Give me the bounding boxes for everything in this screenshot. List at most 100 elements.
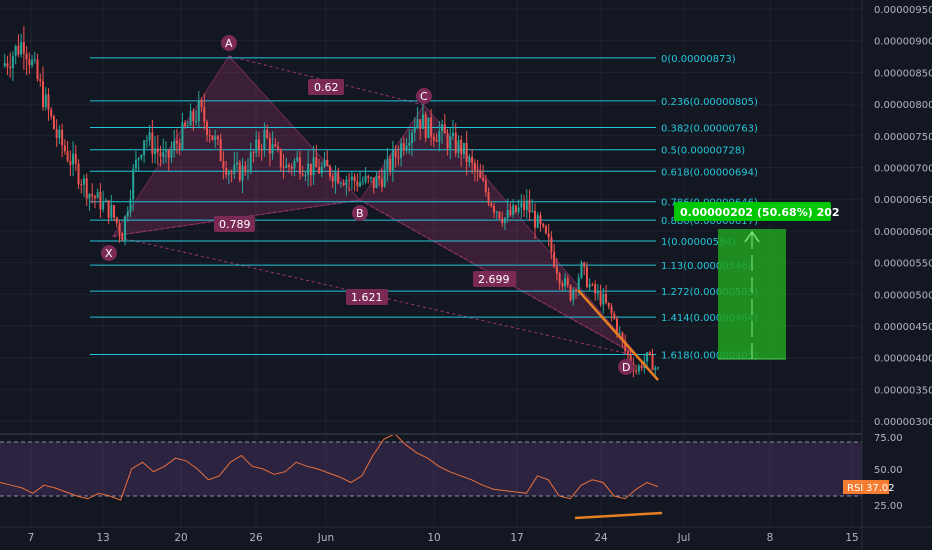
candle-body	[104, 200, 107, 202]
fib-level-label: 0.236(0.00000805)	[661, 97, 758, 108]
candle-body	[503, 218, 506, 224]
time-tick-label: Jun	[317, 532, 334, 544]
candle-body	[359, 182, 362, 187]
candle-body	[102, 201, 105, 210]
candle-body	[72, 153, 75, 165]
candle-body	[438, 131, 441, 142]
candle-body	[219, 139, 222, 162]
price-tick-label: 0.00000300	[874, 417, 932, 428]
candle-body	[175, 141, 178, 144]
candle-body	[110, 205, 113, 218]
pattern-points: X A B C D	[101, 35, 634, 375]
candle-body	[271, 144, 274, 154]
candle-body	[252, 152, 255, 154]
candle-body	[380, 178, 383, 187]
candle-body	[192, 111, 195, 122]
candle-body	[230, 172, 233, 175]
rsi-band	[0, 442, 862, 496]
candle-body	[216, 136, 219, 140]
candle-body	[648, 352, 651, 355]
candle-body	[479, 171, 482, 178]
fib-level-label: 0.886(0.00000617)	[661, 216, 758, 227]
candle-body	[203, 107, 206, 122]
candle-body	[238, 162, 241, 181]
fib-extension[interactable]: 0(0.00000873) 0.236(0.00000805) 0.382(0.00…	[90, 54, 758, 362]
candle-body	[375, 176, 378, 188]
candle-body	[629, 355, 632, 364]
candle-body	[154, 148, 157, 155]
candle-body	[52, 116, 55, 130]
rsi-trendline[interactable]	[574, 511, 663, 520]
candle-body	[282, 166, 285, 168]
candle-body	[178, 143, 181, 149]
candle-body	[493, 206, 495, 213]
candle-body	[542, 223, 545, 227]
candle-body	[140, 155, 143, 159]
candle-body	[195, 121, 198, 123]
candle-body	[378, 176, 381, 179]
candle-body	[599, 291, 602, 305]
rsi-panel[interactable]	[0, 436, 862, 526]
candle-body	[544, 226, 547, 234]
point-b-marker	[352, 205, 368, 221]
price-trendline[interactable]	[577, 289, 659, 381]
candle-body	[536, 215, 539, 228]
price-tick-label: 0.00000850	[874, 68, 932, 79]
point-d-label: D	[622, 361, 630, 374]
candle-body	[93, 196, 96, 199]
candle-body	[255, 139, 258, 153]
candle-body	[411, 132, 413, 143]
candle-body	[159, 152, 162, 157]
candle-body	[318, 167, 321, 174]
rsi-badge-value: 37.02	[866, 483, 895, 494]
long-position-tool[interactable]: 0.00000202 (50.68%) 202	[674, 202, 840, 360]
candle-body	[553, 252, 556, 267]
candle-body	[181, 122, 184, 149]
time-axis[interactable]: 7 13 20 26 Jun 10 17 24 Jul 8 15	[28, 532, 859, 544]
rsi-axis[interactable]: 75.00 50.00 25.00	[874, 433, 903, 512]
rsi-value-badge	[843, 480, 889, 494]
candle-body	[531, 210, 534, 213]
candle-body	[329, 166, 331, 177]
candle-body	[211, 135, 214, 140]
candle-body	[482, 177, 485, 181]
candle-body	[279, 149, 282, 167]
candle-body	[517, 207, 520, 213]
rsi-tick-label: 25.00	[874, 501, 903, 512]
candle-body	[432, 136, 435, 141]
candle-body	[148, 132, 151, 141]
candle-body	[296, 157, 299, 162]
candle-body	[509, 209, 512, 216]
candle-body	[323, 159, 326, 167]
candle-body	[225, 167, 228, 175]
candle-body	[575, 289, 577, 291]
candle-body	[200, 100, 203, 108]
candle-body	[307, 163, 310, 176]
price-tick-label: 0.00000550	[874, 259, 932, 270]
candle-body	[244, 165, 247, 172]
time-tick-label: 7	[28, 532, 35, 544]
fib-level-label: 0(0.00000873)	[661, 54, 736, 65]
candle-body	[370, 177, 372, 179]
fib-level-label: 1.618(0.00000405)	[661, 351, 758, 362]
candle-body	[498, 211, 501, 219]
candle-body	[11, 55, 14, 69]
price-tick-label: 0.00000450	[874, 322, 932, 333]
price-axis[interactable]: 0.00000950 0.00000900 0.00000850 0.00000800…	[874, 5, 932, 428]
candle-body	[134, 159, 137, 169]
candle-body	[441, 124, 444, 132]
fib-level-label: 1.272(0.00000505)	[661, 287, 758, 298]
candle-body	[113, 205, 116, 218]
candle-body	[222, 161, 225, 168]
point-a-marker	[221, 35, 237, 51]
candle-body	[236, 162, 239, 165]
candle-body	[430, 117, 433, 137]
candle-body	[657, 367, 659, 369]
ratio-xd-box	[346, 289, 388, 305]
candle-body	[566, 278, 569, 286]
candle-body	[408, 142, 411, 146]
candle-body	[640, 365, 643, 369]
candle-body	[137, 158, 140, 160]
candle-body	[356, 181, 359, 187]
